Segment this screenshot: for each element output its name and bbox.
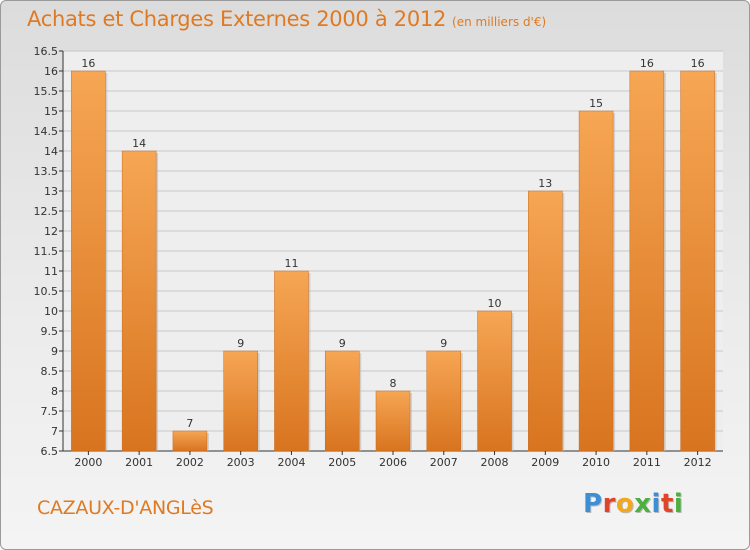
- x-tick-label: 2005: [328, 456, 356, 469]
- x-tick-label: 2006: [379, 456, 407, 469]
- y-tick-label: 16: [44, 65, 58, 78]
- data-label: 9: [440, 337, 447, 350]
- x-tick-label: 2003: [227, 456, 255, 469]
- logo-letter: x: [634, 489, 652, 519]
- x-tick-label: 2008: [481, 456, 509, 469]
- proxiti-logo: Proxiti: [583, 489, 683, 519]
- x-tick-label: 2002: [176, 456, 204, 469]
- chart-title: Achats et Charges Externes 2000 à 2012 (e…: [27, 7, 546, 31]
- data-label: 15: [589, 97, 603, 110]
- data-label: 10: [488, 297, 502, 310]
- y-tick-label: 8: [51, 385, 58, 398]
- y-tick-label: 15.5: [34, 85, 59, 98]
- chart-unit: (en milliers d'€): [452, 15, 547, 29]
- x-tick-label: 2001: [125, 456, 153, 469]
- y-tick-label: 9.5: [41, 325, 59, 338]
- bar: [274, 270, 309, 452]
- data-label: 7: [186, 417, 193, 430]
- city-name: CAZAUX-D'ANGLèS: [37, 497, 214, 519]
- data-label: 16: [640, 57, 654, 70]
- x-tick-label: 2009: [531, 456, 559, 469]
- y-tick-label: 10: [44, 305, 58, 318]
- y-tick-label: 16.5: [34, 45, 59, 58]
- bar: [121, 150, 157, 452]
- bar: [324, 350, 360, 452]
- x-tick-label: 2010: [582, 456, 610, 469]
- logo-letter: o: [615, 489, 635, 519]
- logo-letter: P: [583, 489, 603, 519]
- bar: [426, 350, 462, 452]
- logo-letter: t: [660, 489, 674, 519]
- y-tick-label: 12.5: [34, 205, 59, 218]
- y-tick-label: 8.5: [41, 365, 59, 378]
- y-tick-label: 7: [51, 425, 58, 438]
- data-label: 8: [390, 377, 397, 390]
- bar: [528, 190, 563, 452]
- data-label: 16: [691, 57, 705, 70]
- y-tick-label: 11: [44, 265, 58, 278]
- y-tick-label: 6.5: [41, 445, 59, 458]
- x-tick-label: 2007: [430, 456, 458, 469]
- y-tick-label: 10.5: [34, 285, 59, 298]
- bar: [375, 390, 411, 452]
- x-tick-label: 2011: [633, 456, 661, 469]
- bar: [172, 430, 208, 452]
- bar: [223, 350, 258, 452]
- x-tick-label: 2000: [74, 456, 102, 469]
- data-label: 14: [132, 137, 146, 150]
- chart-title-text: Achats et Charges Externes 2000 à 2012: [27, 7, 447, 31]
- x-tick-label: 2004: [277, 456, 305, 469]
- y-tick-label: 11.5: [34, 245, 59, 258]
- bar: [71, 70, 106, 452]
- x-tick-label: 2012: [684, 456, 712, 469]
- logo-letter: i: [673, 489, 684, 519]
- y-tick-label: 13: [44, 185, 58, 198]
- data-label: 16: [81, 57, 95, 70]
- logo-letter: i: [651, 489, 661, 519]
- y-tick-label: 7.5: [41, 405, 59, 418]
- data-label: 9: [339, 337, 346, 350]
- bar: [680, 70, 715, 452]
- bar: [629, 70, 665, 452]
- y-tick-label: 15: [44, 105, 58, 118]
- logo-letter: r: [602, 489, 616, 519]
- y-tick-label: 12: [44, 225, 58, 238]
- data-label: 11: [284, 257, 298, 270]
- y-tick-label: 14: [44, 145, 58, 158]
- y-tick-label: 9: [51, 345, 58, 358]
- bar: [578, 110, 614, 452]
- bar: [477, 310, 512, 452]
- y-tick-label: 13.5: [34, 165, 59, 178]
- data-label: 13: [538, 177, 552, 190]
- y-tick-label: 14.5: [34, 125, 59, 138]
- data-label: 9: [237, 337, 244, 350]
